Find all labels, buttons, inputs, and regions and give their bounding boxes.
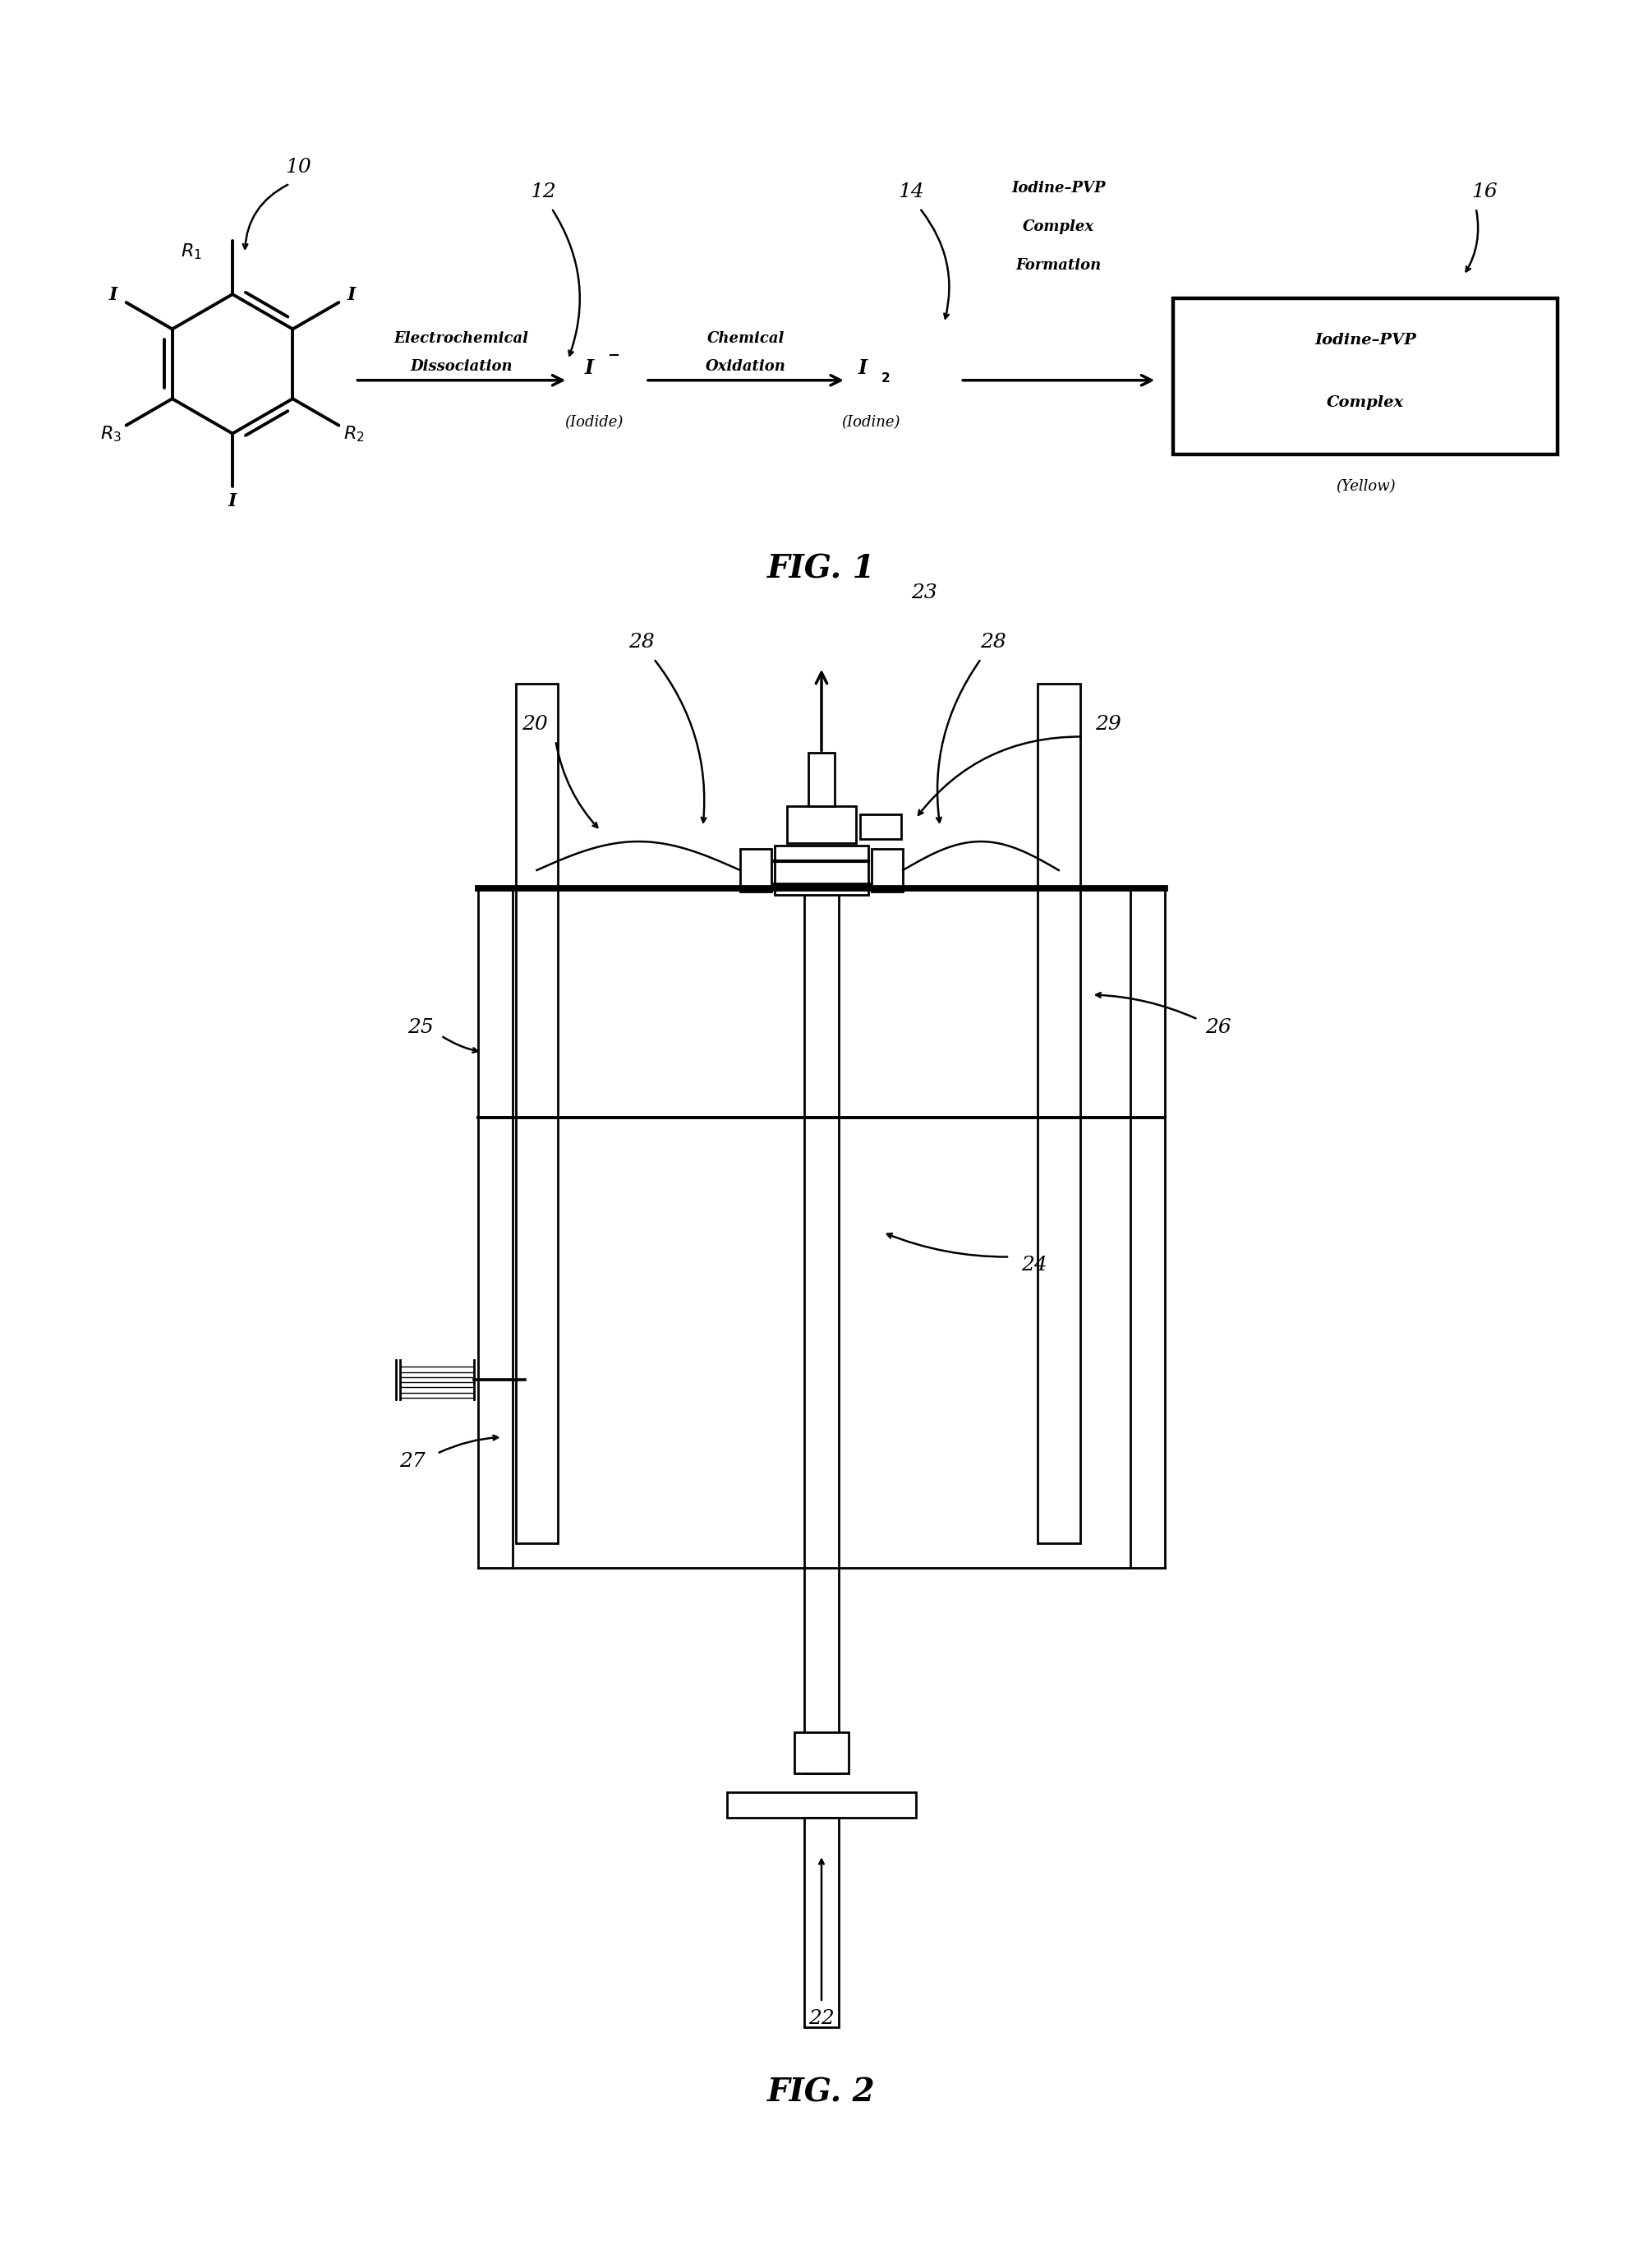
Text: 26: 26 [1206,1018,1231,1036]
Bar [774,846,869,896]
Text: I: I [585,358,593,379]
Text: 23: 23 [910,583,937,603]
Bar [728,1792,915,1819]
Text: 20: 20 [522,714,549,735]
Text: Dissociation: Dissociation [411,358,513,374]
Bar [1037,683,1079,1545]
Text: 10: 10 [284,159,311,177]
Text: I: I [108,286,118,304]
Bar [872,848,904,891]
Text: I: I [347,286,357,304]
Text: −: − [608,349,619,363]
Bar [805,1819,838,2028]
Text: 2: 2 [881,372,891,386]
Text: $R_1$: $R_1$ [181,243,202,261]
Text: Oxidation: Oxidation [705,358,785,374]
Text: $R_2$: $R_2$ [343,424,365,445]
Text: 29: 29 [1094,714,1121,735]
Text: Iodine–PVP: Iodine–PVP [1314,333,1416,347]
Bar [808,753,835,807]
Bar [516,683,559,1545]
Text: Chemical: Chemical [706,331,785,347]
Text: Formation: Formation [1015,259,1101,272]
Text: 12: 12 [531,181,557,202]
Text: (Yellow): (Yellow) [1336,479,1395,494]
Bar [805,889,838,1774]
Text: 16: 16 [1470,181,1497,202]
Text: 25: 25 [407,1018,434,1036]
Text: 22: 22 [808,2009,835,2028]
Text: (Iodide): (Iodide) [565,415,623,429]
Text: Complex: Complex [1328,395,1405,411]
Text: FIG. 1: FIG. 1 [767,553,876,585]
Bar [1173,299,1558,454]
Text: 28: 28 [981,633,1006,651]
Bar [739,848,771,891]
Text: 28: 28 [629,633,654,651]
Text: I: I [228,492,237,510]
Text: Electrochemical: Electrochemical [394,331,529,347]
Bar [795,1733,848,1774]
Bar [787,807,856,844]
Text: $R_3$: $R_3$ [100,424,122,445]
Text: 27: 27 [399,1452,426,1472]
Text: FIG. 2: FIG. 2 [767,2077,876,2109]
Bar [861,814,902,839]
Text: Complex: Complex [1024,220,1094,234]
Text: 24: 24 [1022,1256,1047,1275]
Text: 14: 14 [899,181,925,202]
Text: Iodine–PVP: Iodine–PVP [1012,181,1106,195]
Text: (Iodine): (Iodine) [841,415,900,429]
Text: I: I [858,358,868,379]
